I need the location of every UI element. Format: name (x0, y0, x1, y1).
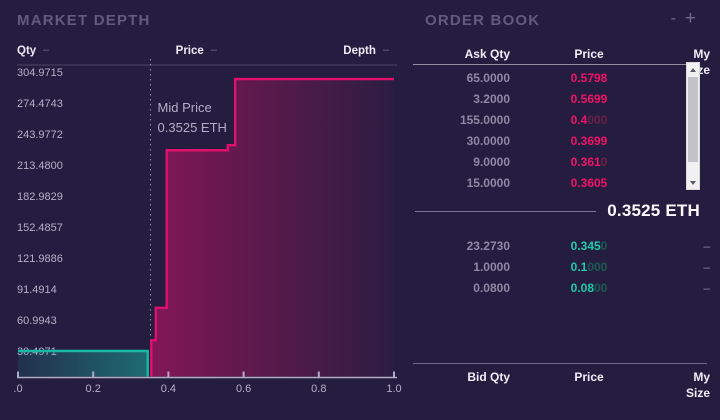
legend-item-qty: Qty – (17, 44, 50, 57)
qty-cell: 15.0000 (466, 176, 510, 190)
ask-rows: 65.00000.5798–3.20000.5699–155.00000.400… (425, 68, 710, 194)
scroll-up-icon[interactable] (687, 63, 699, 76)
price-cell: 0.1000 (570, 260, 608, 274)
order-book-row[interactable]: 1.0000 0.1000 – (425, 257, 710, 278)
order-book-zoom-controls: - + (670, 8, 696, 29)
x-tick-label: 0.2 (86, 383, 101, 395)
price-column-header: Price (574, 47, 604, 61)
qty-cell: 23.2730 (466, 239, 510, 253)
x-tick-label: 1.0 (386, 383, 401, 395)
x-tick-label: 0.8 (311, 383, 326, 395)
bid-rows: 23.2730 0.3450 – 1.0000 0.1000 – 0.0800 0.0800 – (425, 236, 710, 299)
my-size-cell: – (703, 281, 710, 295)
y-tick-label: 243.9772 (17, 129, 63, 141)
qty-cell: 155.0000 (459, 113, 510, 127)
my-size-column-header: My Size (685, 370, 710, 400)
x-tick-label: .0 (13, 383, 22, 395)
qty-cell: 65.0000 (466, 71, 510, 85)
scrollbar-thumb[interactable] (688, 77, 698, 162)
legend-item-depth: Depth – (343, 44, 389, 57)
price-cell: 0.3610 (570, 155, 608, 169)
y-tick-label: 121.9886 (17, 253, 63, 265)
order-book-panel: ORDER BOOK - + Ask Qty Price My Size 65.… (413, 0, 710, 420)
price-cell: 0.5798 (570, 71, 608, 85)
x-tick-label: 0.4 (161, 383, 176, 395)
bids-depth-area (18, 351, 148, 377)
asks-depth-line (150, 77, 394, 377)
mid-price-annotation-value: 0.3525 ETH (158, 120, 227, 135)
bid-table-header: Bid Qty Price My Size (425, 369, 710, 401)
price-column-header: Price (574, 370, 604, 384)
price-cell: 0.3699 (570, 134, 608, 148)
my-size-cell: – (703, 260, 710, 274)
scroll-down-icon[interactable] (687, 176, 699, 189)
zoom-in-button[interactable]: + (684, 8, 696, 29)
zoom-out-button[interactable]: - (670, 10, 676, 27)
ask-qty-column-header: Ask Qty (464, 47, 510, 61)
y-tick-label: 152.4857 (17, 222, 63, 234)
qty-cell: 1.0000 (473, 260, 510, 274)
legend-item-price: Price – (175, 44, 217, 57)
mid-price-row: 0.3525 ETH (415, 201, 700, 221)
order-book-row[interactable]: 23.2730 0.3450 – (425, 236, 710, 257)
asks-depth-area (151, 79, 394, 377)
qty-cell: 0.0800 (473, 281, 510, 295)
price-cell: 0.4000 (570, 113, 608, 127)
qty-cell: 30.0000 (466, 134, 510, 148)
market-depth-title: MARKET DEPTH (17, 12, 151, 29)
depth-chart-legend: Qty – Price – Depth – (17, 44, 389, 57)
qty-cell: 9.0000 (473, 155, 510, 169)
market-depth-chart: 30.497160.994391.4914121.9886152.4857182… (13, 59, 402, 395)
legend-dash-icon: – (210, 44, 217, 56)
header-divider (413, 64, 686, 65)
order-book-scrollbar[interactable] (686, 62, 700, 190)
mid-price-value: 0.3525 ETH (607, 201, 700, 220)
order-book-row[interactable]: 0.0800 0.0800 – (425, 278, 710, 299)
footer-divider (413, 363, 707, 364)
price-cell: 0.5699 (570, 92, 608, 106)
legend-label-qty: Qty (17, 45, 37, 57)
price-cell: 0.3450 (570, 239, 608, 253)
y-tick-label: 182.9829 (17, 191, 63, 203)
y-tick-label: 91.4914 (17, 284, 57, 296)
legend-label-depth: Depth (343, 45, 376, 57)
y-tick-label: 304.9715 (17, 67, 63, 79)
y-tick-label: 60.9943 (17, 315, 57, 327)
price-cell: 0.0800 (570, 281, 608, 295)
mid-price-divider (415, 210, 597, 212)
my-size-cell: – (703, 239, 710, 253)
order-book-title: ORDER BOOK (425, 12, 541, 29)
legend-label-price: Price (175, 45, 204, 57)
bids-depth-line (18, 349, 149, 377)
bid-qty-column-header: Bid Qty (467, 370, 510, 384)
price-cell: 0.3605 (570, 176, 608, 190)
x-tick-label: 0.6 (236, 383, 251, 395)
mid-price-annotation-label: Mid Price (158, 100, 212, 115)
qty-cell: 3.2000 (473, 92, 510, 106)
legend-dash-icon: – (382, 44, 389, 56)
legend-dash-icon: – (43, 44, 50, 56)
y-tick-label: 213.4800 (17, 160, 63, 172)
y-tick-label: 274.4743 (17, 98, 63, 110)
